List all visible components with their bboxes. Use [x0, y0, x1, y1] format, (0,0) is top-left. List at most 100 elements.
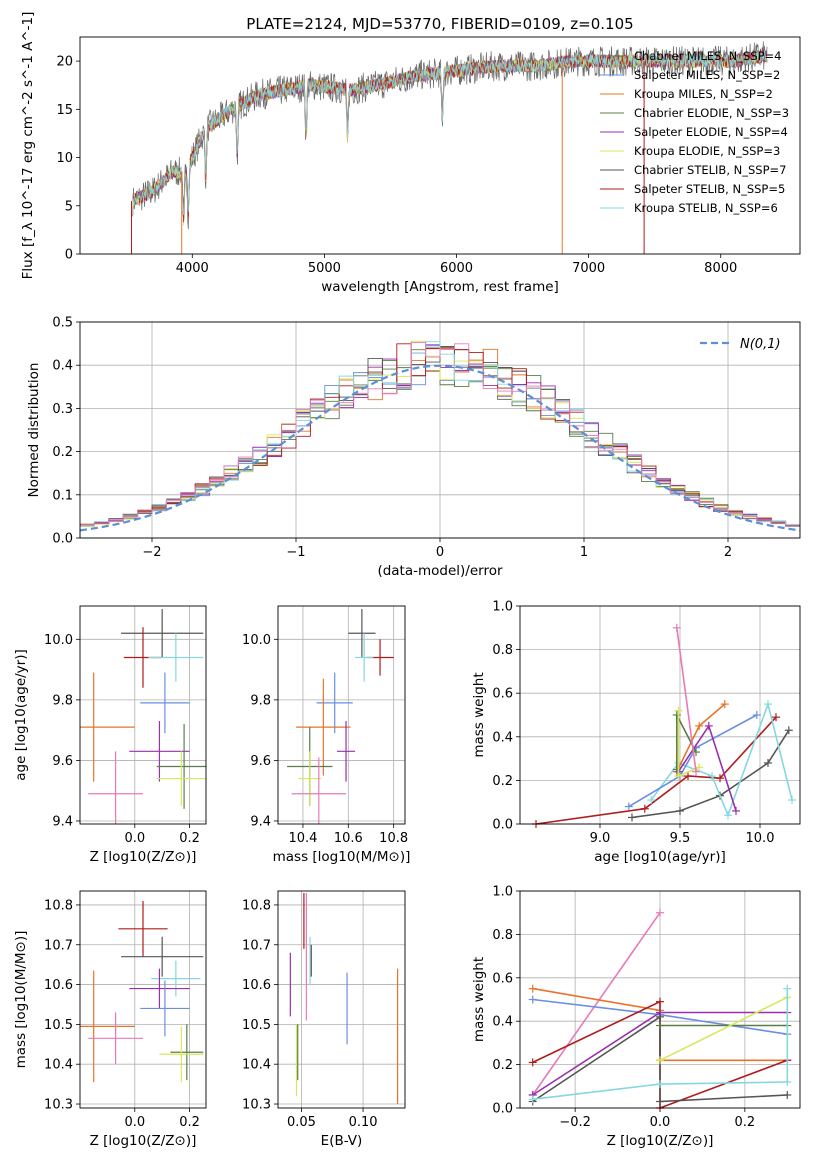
x-tick-label: 0.2: [735, 1115, 756, 1130]
weight-series-line: [677, 724, 737, 812]
x-axis-label: Z [log10(Z/Z⊙)]: [90, 1133, 197, 1149]
legend-entry: Chabrier ELODIE, N_SSP=3: [634, 106, 789, 120]
x-axis-label: wavelength [Angstrom, rest frame]: [321, 279, 559, 295]
y-tick-label: 9.6: [52, 754, 73, 769]
normal-curve: [80, 364, 800, 532]
panel-mass_vs_Z: 0.0 0.2 10.3 10.4 10.5 10.6 10.7 10.8 Z [log10(Z…: [13, 890, 207, 1149]
legend-entry: Chabrier STELIB, N_SSP=7: [634, 163, 786, 177]
errorbar-group: [287, 609, 394, 824]
weight-series-line: [532, 912, 661, 1096]
weight-series-line: [535, 716, 777, 825]
axes-frame: [79, 890, 207, 1109]
y-tick-label: 10.4: [44, 1058, 73, 1073]
spectrum-series-line: [132, 49, 768, 215]
weight-series-line: [676, 627, 697, 772]
y-tick-label: 0.2: [52, 445, 73, 460]
y-axis-label: mass weight: [471, 672, 487, 757]
y-tick-label: 0.0: [492, 1102, 513, 1117]
panel-age_vs_mass: 10.4 10.6 10.8 9.4 9.6 9.8 10.0 mass [log10(M/M…: [242, 605, 410, 865]
y-tick-label: 0.2: [492, 1058, 513, 1073]
y-tick-label: 0.8: [492, 928, 513, 943]
y-tick-label: 9.8: [52, 693, 73, 708]
x-tick-label: 2: [724, 545, 732, 560]
y-tick-label: 1.0: [492, 885, 513, 900]
x-tick-label: 10.8: [379, 831, 408, 846]
weight-series-line: [659, 996, 788, 1062]
axes-frame: [519, 890, 801, 1109]
y-tick-label: 20: [56, 55, 73, 70]
legend-entry: Kroupa ELODIE, N_SSP=3: [634, 144, 780, 158]
axes-frame: [79, 321, 801, 539]
y-tick-label: 9.4: [52, 814, 73, 829]
histogram-series: [80, 342, 800, 538]
y-axis-label: Normed distribution: [26, 363, 42, 498]
y-tick-label: 5: [65, 199, 73, 214]
y-tick-label: 10.3: [44, 1098, 73, 1113]
y-tick-label: 0.0: [492, 818, 513, 833]
y-tick-label: 10.0: [44, 633, 73, 648]
panel-weight_vs_age: 9.0 9.5 10.0 0.0 0.2 0.4 0.6 0.8 1.0 age [log10(a…: [471, 600, 801, 865]
y-tick-label: 0.8: [492, 643, 513, 658]
x-tick-label: −2: [142, 545, 161, 560]
legend-entry: Kroupa MILES, N_SSP=2: [634, 87, 773, 101]
axes-frame: [79, 36, 801, 255]
weight-series-line: [628, 714, 758, 808]
y-tick-label: 10.7: [242, 938, 271, 953]
errorbar-group: [289, 892, 399, 1105]
errorbar-group: [80, 900, 204, 1083]
x-tick-label: 8000: [704, 261, 737, 276]
y-tick-label: 0.4: [492, 1015, 513, 1030]
panel-residuals: −2 −1 0 1 2 0.0 0.1 0.2 0.3 0.4 0.5 (data-model)/er…: [26, 316, 801, 579]
weight-lines: [528, 908, 792, 1112]
y-tick-label: 1.0: [492, 600, 513, 615]
legend-entry: Salpeter STELIB, N_SSP=5: [634, 182, 785, 196]
x-tick-label: 9.0: [590, 831, 611, 846]
panel-mass_vs_ebv: 0.05 0.10 10.3 10.4 10.5 10.6 10.7 10.8 E(B-V): [242, 890, 406, 1149]
figure-title: PLATE=2124, MJD=53770, FIBERID=0109, z=0…: [246, 15, 633, 33]
weight-series-line: [532, 988, 789, 1101]
panel-spectrum: 4000 5000 6000 7000 8000 0 5 10 15 20 wavelength […: [20, 12, 801, 295]
y-tick-label: 0.2: [492, 774, 513, 789]
y-tick-label: 0.1: [52, 488, 73, 503]
y-tick-label: 0: [65, 248, 73, 263]
x-tick-label: 0.0: [124, 831, 145, 846]
x-tick-label: 0.2: [179, 831, 200, 846]
x-tick-label: 7000: [572, 261, 605, 276]
y-tick-label: 0.3: [52, 402, 73, 417]
y-tick-label: 10.5: [44, 1018, 73, 1033]
x-axis-label: age [log10(age/yr)]: [594, 849, 726, 865]
axes-frame: [519, 605, 801, 825]
x-tick-label: 0: [436, 545, 444, 560]
y-tick-label: 10: [56, 151, 73, 166]
spectrum-legend: Chabrier MILES, N_SSP=4 Salpeter MILES, N…: [600, 49, 789, 215]
weight-lines: [532, 623, 796, 828]
errorbar-group: [80, 609, 206, 824]
x-tick-label: 5000: [308, 261, 341, 276]
legend-entry: Chabrier MILES, N_SSP=4: [634, 49, 781, 63]
panel-age_vs_Z: 0.0 0.2 9.4 9.6 9.8 10.0 Z [log10(Z/Z⊙)] age [l…: [13, 605, 207, 865]
y-tick-label: 15: [56, 103, 73, 118]
axes-frame: [79, 605, 207, 825]
histogram-steps: [80, 340, 800, 538]
x-tick-label: 0.10: [349, 1115, 378, 1130]
y-tick-label: 10.8: [44, 898, 73, 913]
y-tick-label: 10.8: [242, 898, 271, 913]
spectrum-lines: [131, 41, 768, 254]
spectrum-series-line: [132, 49, 768, 223]
x-tick-label: 10.0: [746, 831, 775, 846]
y-tick-label: 10.3: [242, 1098, 271, 1113]
x-tick-label: −0.2: [559, 1115, 591, 1130]
y-tick-label: 9.8: [250, 693, 271, 708]
x-tick-label: −1: [286, 545, 305, 560]
y-tick-label: 10.0: [242, 633, 271, 648]
y-axis-label: mass weight: [471, 957, 487, 1042]
y-tick-label: 0.0: [52, 532, 73, 547]
legend-entry: Salpeter ELODIE, N_SSP=4: [634, 125, 788, 139]
x-tick-label: 0.0: [650, 1115, 671, 1130]
y-tick-label: 0.6: [492, 971, 513, 986]
x-axis-label: (data-model)/error: [377, 563, 503, 579]
weight-series-line: [631, 729, 790, 819]
legend-entry: Kroupa STELIB, N_SSP=6: [634, 201, 778, 215]
